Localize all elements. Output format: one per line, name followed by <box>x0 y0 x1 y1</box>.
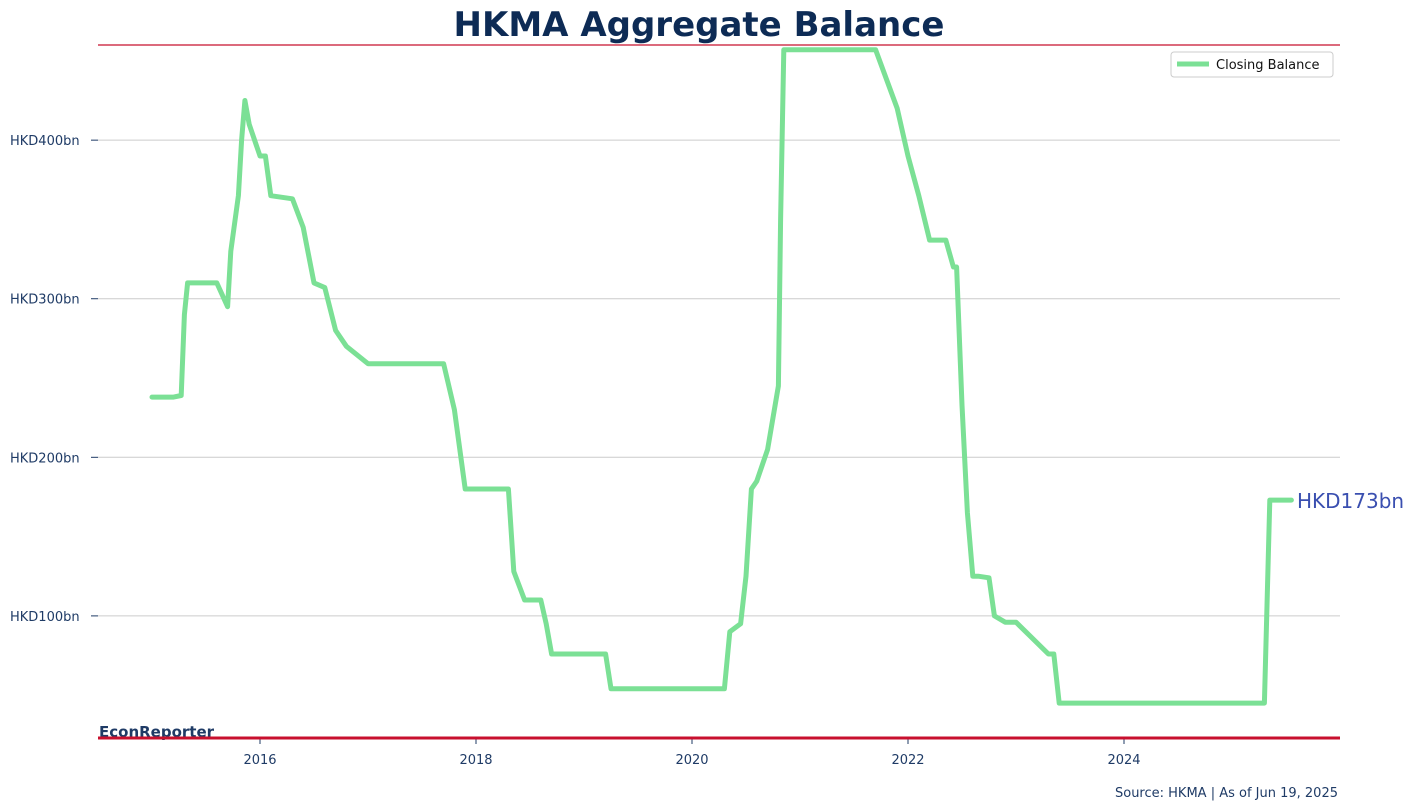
y-tick-label: HKD300bn <box>10 293 80 308</box>
series-line-closing-balance <box>149 47 1294 706</box>
chart-title: HKMA Aggregate Balance <box>454 5 945 45</box>
end-value-label: HKD173bn <box>1297 489 1404 513</box>
legend-label: Closing Balance <box>1216 58 1320 73</box>
x-tick-label: 2016 <box>243 753 276 768</box>
x-tick-label: 2022 <box>891 753 924 768</box>
y-gridlines <box>98 139 1340 617</box>
x-axis-ticks: 2016 2018 2020 2022 2024 <box>243 738 1141 768</box>
legend-box <box>1170 51 1334 78</box>
x-tick-label: 2020 <box>675 753 708 768</box>
y-tick-label: HKD200bn <box>10 451 80 466</box>
y-axis-ticks: HKD100bn HKD200bn HKD300bn HKD400bn <box>10 134 98 625</box>
x-tick-label: 2024 <box>1107 753 1140 768</box>
y-tick-label: HKD400bn <box>10 134 80 149</box>
legend: Closing Balance <box>1170 51 1334 78</box>
source-note: Source: HKMA | As of Jun 19, 2025 <box>1115 786 1338 801</box>
y-tick-label: HKD100bn <box>10 610 80 625</box>
x-tick-label: 2018 <box>459 753 492 768</box>
